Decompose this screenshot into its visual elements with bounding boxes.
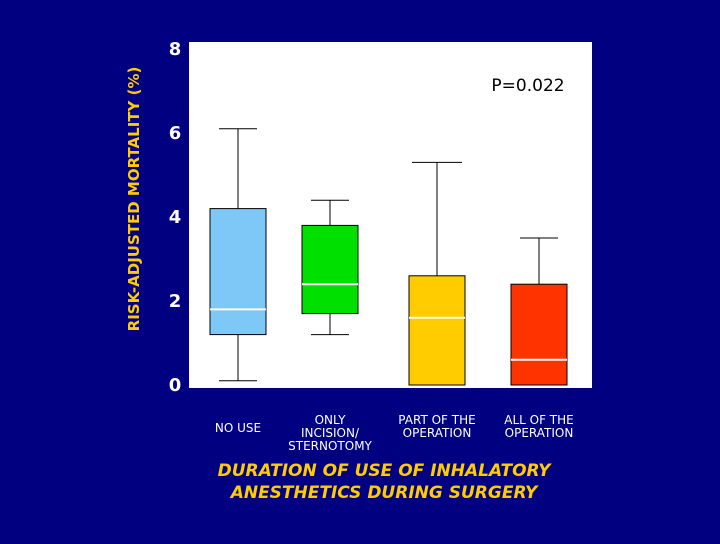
box-group (209, 128, 267, 382)
box (301, 224, 359, 315)
p-value-annotation: P=0.022 (491, 76, 564, 96)
category-label-line: ALL OF THE (504, 413, 574, 427)
y-tick-labels: 0 2 4 6 8 (169, 39, 182, 396)
y-axis-label: RISK-ADJUSTED MORTALITY (%) (125, 67, 143, 332)
y-tick-label: 4 (169, 207, 182, 228)
category-label-line: OPERATION (505, 426, 574, 440)
category-label-line: OPERATION (403, 426, 472, 440)
x-axis-title-line-2: ANESTHETICS DURING SURGERY (229, 483, 539, 503)
y-tick-label: 0 (169, 375, 182, 396)
box (408, 275, 466, 386)
y-tick-label: 6 (169, 123, 182, 144)
box (510, 283, 568, 386)
x-axis-title-line-1: DURATION OF USE OF INHALATORY (218, 461, 552, 481)
category-label-line: ONLY (315, 413, 347, 427)
category-label-line: INCISION/ (301, 426, 360, 440)
box-group (301, 199, 359, 336)
category-label-line: NO USE (215, 421, 261, 435)
box (209, 208, 267, 336)
y-tick-label: 2 (169, 291, 182, 312)
y-tick-label: 8 (169, 39, 182, 60)
box-group (408, 161, 466, 386)
boxes (209, 128, 568, 386)
box-group (510, 237, 568, 386)
category-label-line: STERNOTOMY (288, 439, 372, 453)
category-label-line: PART OF THE (398, 413, 475, 427)
